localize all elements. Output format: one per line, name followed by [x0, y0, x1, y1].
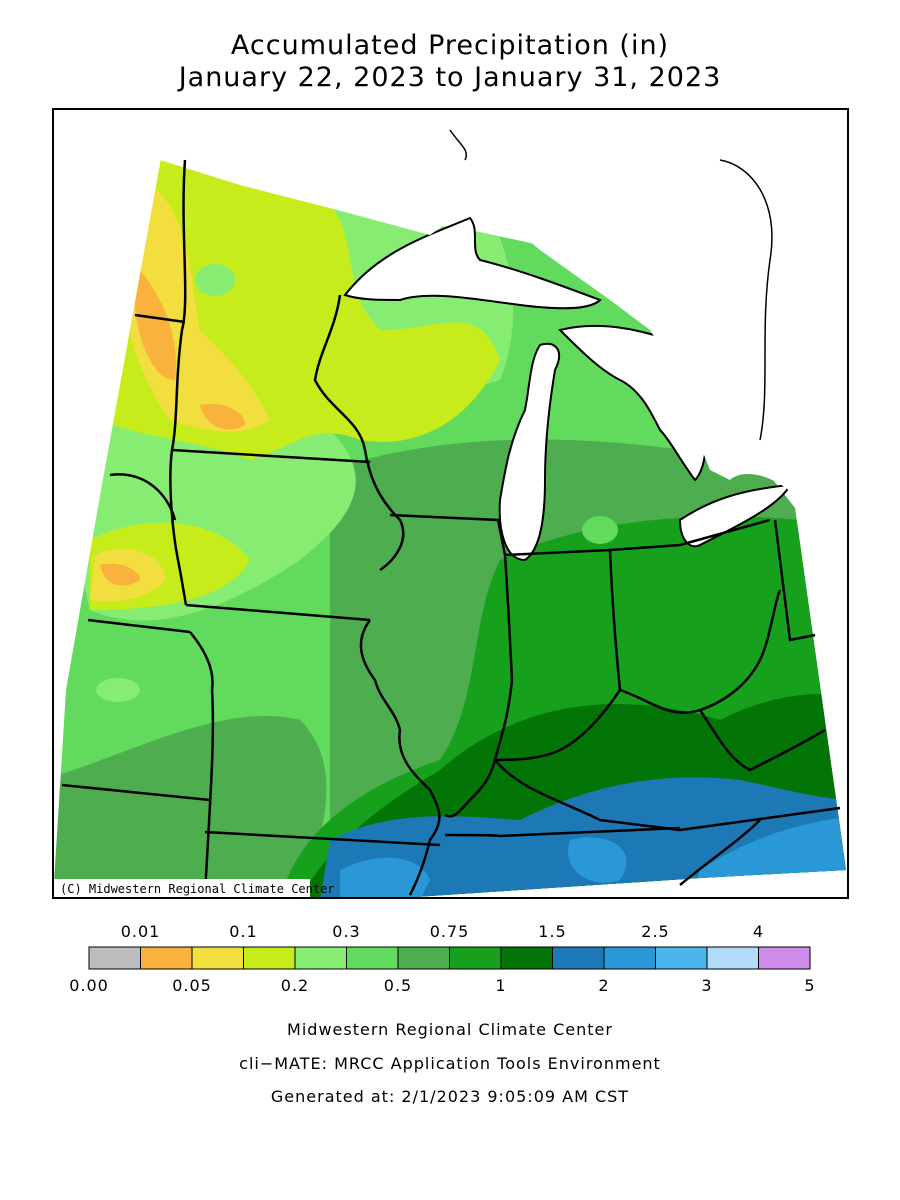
map-frame	[52, 108, 849, 899]
border-in-oh	[494, 548, 622, 762]
border-mi-oh	[609, 518, 771, 552]
map-title: Accumulated Precipitation (in)	[230, 30, 670, 61]
map-edge	[53, 157, 161, 898]
precip-zone-0.01-0.05-b	[200, 403, 245, 430]
lake-superior	[343, 216, 602, 310]
legend-top-label: 0.3	[332, 922, 361, 941]
legend-swatch	[706, 946, 759, 970]
isle-royale	[449, 129, 467, 161]
legend-swatch	[88, 946, 141, 970]
border-ky-tn	[494, 759, 841, 832]
border-ky-wv	[698, 709, 826, 772]
border-oh-ky	[619, 589, 782, 714]
legend-bottom-label: 0.00	[69, 976, 109, 995]
legend-top-label: 0.75	[429, 922, 470, 941]
footer-org: Midwestern Regional Climate Center	[287, 1020, 613, 1039]
legend-top-label: 0.01	[120, 922, 161, 941]
lake-erie	[678, 483, 792, 548]
legend-bottom-label: 0.2	[280, 976, 310, 995]
border-ne-ks	[87, 618, 191, 634]
legend-top-label: 2.5	[641, 922, 670, 941]
legend-top-label: 1.5	[538, 922, 567, 941]
border-il-in	[444, 554, 514, 818]
legend-bottom-label: 0.05	[172, 976, 212, 995]
border-ks-ok	[61, 783, 211, 802]
legend-swatch	[397, 946, 450, 970]
legend-swatch	[294, 946, 347, 970]
precip-patch	[96, 678, 140, 702]
legend-bottom-label: 1	[495, 976, 507, 995]
legend-top-label: 4	[752, 922, 765, 941]
border-tn-south	[444, 826, 681, 838]
legend-bottom-label: 5	[804, 976, 816, 995]
legend-bottom-label: 0.5	[383, 976, 413, 995]
precip-zone-2-2.5-center	[568, 837, 627, 883]
border-wi-il	[389, 513, 507, 556]
border-mn-ia	[171, 448, 371, 464]
border-mn-wi	[313, 294, 405, 572]
legend-swatch	[243, 946, 296, 970]
border-nd-mn	[169, 159, 188, 606]
legend-swatch	[449, 946, 502, 970]
footer-generated: Generated at: 2/1/2023 9:05:09 AM CST	[270, 1087, 630, 1106]
border-nd-sd	[134, 313, 186, 324]
border-va-tn	[679, 819, 761, 886]
border-ia-mo	[185, 603, 371, 622]
footer-app: cli−MATE: MRCC Application Tools Environ…	[239, 1054, 661, 1073]
legend-colorbar	[88, 946, 811, 970]
border-sd-ne	[109, 473, 177, 521]
map-subtitle: January 22, 2023 to January 31, 2023	[178, 62, 722, 93]
precip-zone-0.01-0.05-c	[100, 563, 140, 586]
legend-swatch	[191, 946, 244, 970]
legend-swatch	[758, 946, 811, 970]
precip-patch	[582, 516, 618, 544]
mississippi-river	[359, 619, 441, 896]
precipitation-field	[53, 129, 848, 898]
precip-zone-0.01-0.05	[135, 270, 176, 380]
legend-top-label: 0.1	[229, 922, 258, 941]
precip-zone-2-2.5-west	[340, 857, 430, 898]
legend-swatch	[552, 946, 605, 970]
legend-swatch	[655, 946, 708, 970]
legend-bottom-label: 2	[598, 976, 610, 995]
precip-patch	[195, 264, 235, 296]
legend-swatch	[603, 946, 656, 970]
border-mo-ar	[204, 830, 441, 847]
legend-swatch	[140, 946, 193, 970]
great-lakes	[343, 216, 792, 562]
lake-michigan	[498, 342, 560, 562]
border-pa-oh	[773, 519, 816, 642]
legend-bottom-label: 3	[701, 976, 713, 995]
coastline	[719, 159, 773, 441]
legend-swatch	[346, 946, 399, 970]
legend-swatch	[500, 946, 553, 970]
canada-region	[160, 150, 848, 510]
map-credit: (C) Midwestern Regional Climate Center	[60, 882, 335, 896]
state-borders	[61, 159, 841, 896]
credit-box	[54, 879, 310, 897]
precip-zone-0.5-0.75-sw	[53, 716, 327, 898]
